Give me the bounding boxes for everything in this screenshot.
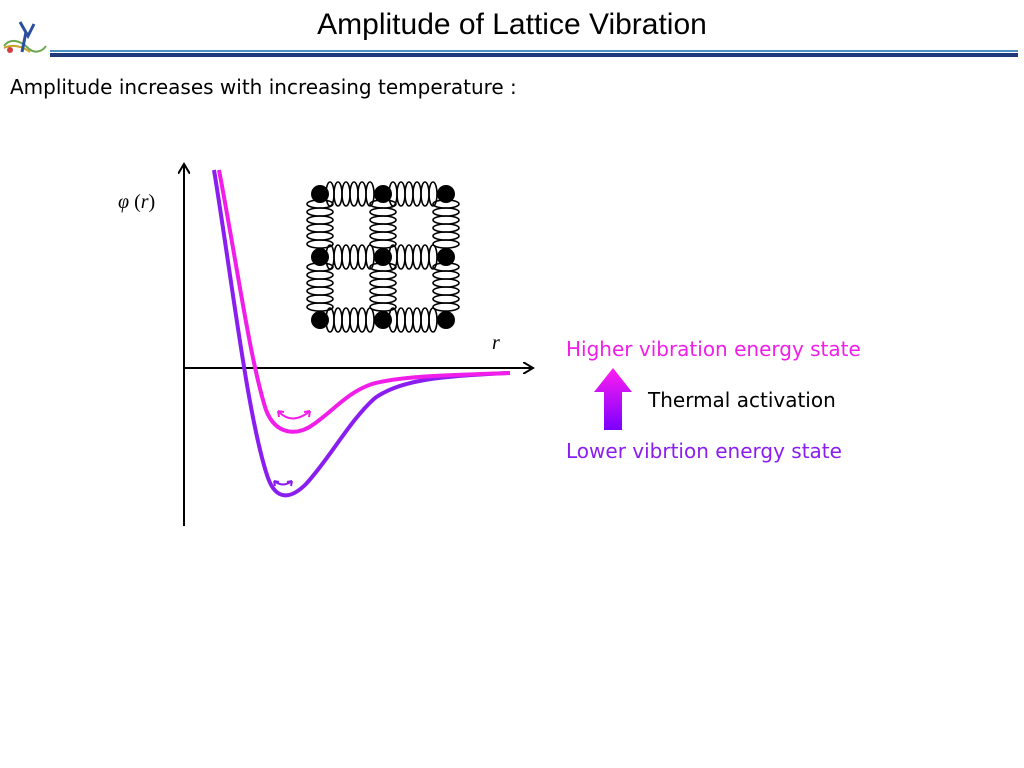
up-arrow-icon bbox=[594, 368, 632, 430]
subtitle: Amplitude increases with increasing temp… bbox=[10, 75, 517, 99]
higher-energy-curve bbox=[217, 169, 511, 434]
x-axis-label: r bbox=[492, 332, 500, 354]
title-rule bbox=[50, 50, 1018, 57]
higher-state-label: Higher vibration energy state bbox=[566, 337, 861, 361]
atom bbox=[311, 248, 329, 266]
atom bbox=[374, 248, 392, 266]
atom bbox=[437, 311, 455, 329]
institution-logo-icon bbox=[3, 21, 47, 53]
y-axis-label: φ (r) bbox=[118, 191, 156, 213]
lower-energy-curve bbox=[212, 169, 511, 498]
atom bbox=[374, 311, 392, 329]
atom bbox=[437, 248, 455, 266]
atom bbox=[311, 311, 329, 329]
phi-symbol: φ bbox=[118, 191, 130, 213]
atom bbox=[437, 185, 455, 203]
oscillation-arrow-upper bbox=[277, 410, 311, 420]
atom bbox=[374, 185, 392, 203]
thermal-activation-label: Thermal activation bbox=[648, 388, 836, 412]
atom bbox=[311, 185, 329, 203]
lattice-illustration bbox=[306, 181, 460, 333]
lower-state-label: Lower vibrtion energy state bbox=[566, 439, 842, 463]
slide-title: Amplitude of Lattice Vibration bbox=[317, 8, 707, 41]
